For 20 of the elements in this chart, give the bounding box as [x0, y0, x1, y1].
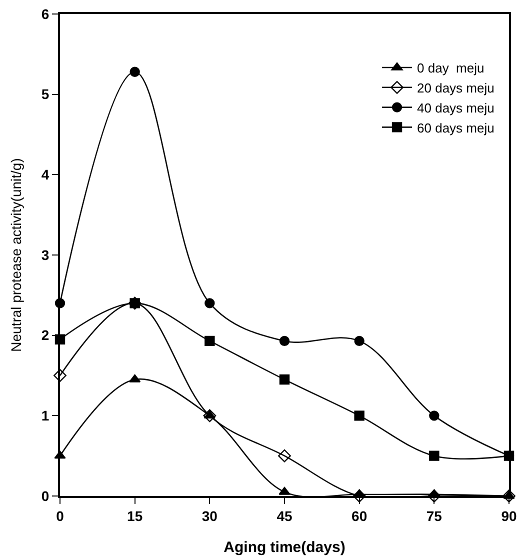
x-tick-label: 30 [202, 508, 218, 524]
y-tick-label: 0 [41, 488, 50, 504]
x-tick-label: 90 [501, 508, 517, 524]
y-tick-label: 1 [41, 408, 50, 424]
x-tick-label: 60 [352, 508, 368, 524]
y-tick-label: 6 [41, 6, 50, 22]
y-tick-label: 4 [41, 166, 50, 183]
x-tick-label: 75 [426, 508, 442, 524]
y-axis-title: Neutral protease activity(unit/g) [8, 158, 24, 352]
legend-label: 60 days meju [417, 120, 494, 136]
x-tick-label: 45 [276, 508, 292, 524]
legend-label: 40 days meju [417, 100, 494, 116]
x-tick-label: 15 [127, 508, 143, 524]
x-tick-label: 0 [56, 508, 64, 524]
x-axis-title: Aging time(days) [224, 539, 346, 556]
legend-label: 20 days meju [417, 80, 494, 96]
y-tick-label: 3 [41, 246, 50, 263]
y-tick-label: 2 [41, 327, 50, 344]
y-tick-label: 5 [41, 86, 50, 102]
legend-label: 0 day meju [417, 60, 484, 76]
